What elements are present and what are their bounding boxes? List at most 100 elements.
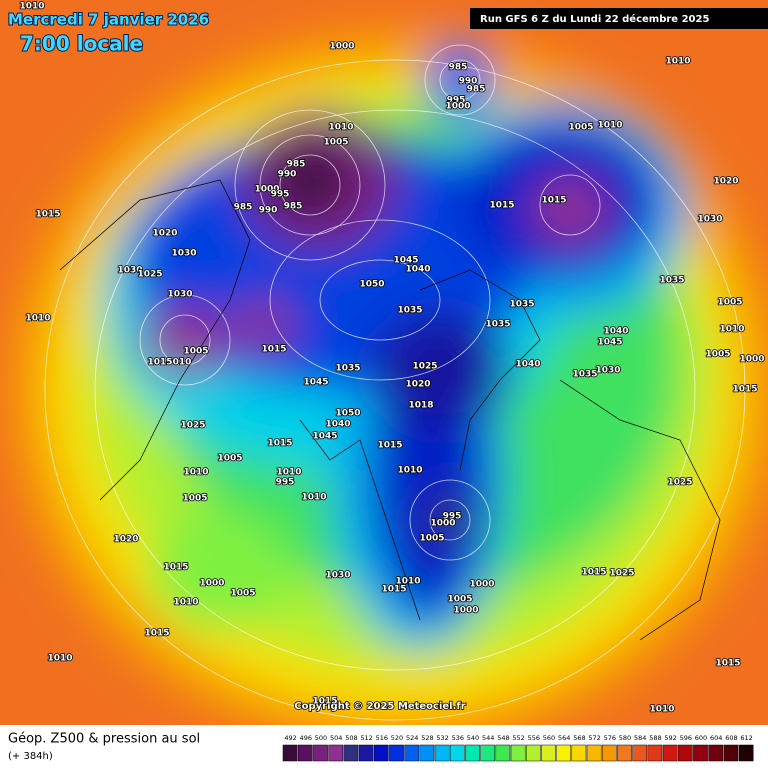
scale-swatch — [617, 744, 632, 762]
isobar-label: 1005 — [323, 138, 348, 148]
isobar-label: 985 — [467, 85, 486, 95]
scale-swatch — [343, 744, 359, 762]
isobar-label: 1030 — [171, 249, 196, 259]
scale-label: 588 — [649, 734, 661, 742]
isobar-label: 1000 — [254, 185, 279, 195]
isobar-label: 1050 — [359, 280, 384, 290]
scale-label: 500 — [315, 734, 327, 742]
scale-swatch — [647, 744, 663, 762]
scale-label: 564 — [558, 734, 570, 742]
isobar-label: 1025 — [609, 569, 634, 579]
scale-swatch — [419, 744, 435, 762]
scale-swatch — [449, 744, 465, 762]
isobar-label: 1005 — [230, 589, 255, 599]
scale-label: 568 — [573, 734, 585, 742]
isobar-label: 1000 — [445, 102, 470, 112]
isobar-label: 1015 — [312, 697, 337, 707]
isobar-label: 1015 — [541, 196, 566, 206]
isobar-label: 1010 — [47, 654, 72, 664]
isobar-label: 1035 — [509, 300, 534, 310]
isobar-label: 1000 — [199, 579, 224, 589]
isobar-label: 1030 — [697, 215, 722, 225]
copyright: Copyright © 2025 Meteociel.fr — [294, 701, 465, 712]
scale-label: 496 — [300, 734, 312, 742]
forecast-time: 7:00 locale — [20, 32, 143, 56]
scale-label: 556 — [528, 734, 540, 742]
scale-label: 536 — [452, 734, 464, 742]
scale-swatch — [693, 744, 708, 762]
isobar-label: 1005 — [183, 347, 208, 357]
isobar-label: 1025 — [667, 478, 692, 488]
isobar-label: 1005 — [705, 350, 730, 360]
isobar-label: 1005 — [217, 454, 242, 464]
scale-swatch — [328, 744, 344, 762]
isobar-label: 1015 — [267, 439, 292, 449]
isobar-label: 1005 — [717, 298, 742, 308]
isobar-label: 1010 — [665, 57, 690, 67]
scale-label: 584 — [634, 734, 646, 742]
scale-label: 504 — [330, 734, 342, 742]
isobar-label: 1030 — [167, 290, 192, 300]
isobar-label: 1035 — [335, 364, 360, 374]
isobar-label: 1020 — [152, 229, 177, 239]
isobar-label: 010 — [173, 358, 192, 368]
scale-label: 560 — [543, 734, 555, 742]
scale-swatch — [586, 744, 602, 762]
scale-label: 528 — [421, 734, 433, 742]
isobars — [44, 44, 746, 721]
isobar-label: 1000 — [739, 355, 764, 365]
isobar-label: 1020 — [713, 177, 738, 187]
isobar-label: 985 — [234, 203, 253, 213]
isobar-label: 1015 — [147, 358, 172, 368]
isobar-label: 1040 — [603, 327, 628, 337]
isobar-label: 1000 — [453, 606, 478, 616]
run-info: Run GFS 6 Z du Lundi 22 décembre 2025 — [480, 13, 709, 25]
scale-label: 592 — [664, 734, 676, 742]
scale-label: 512 — [360, 734, 372, 742]
isobar-label: 1018 — [408, 401, 433, 411]
scale-label: 604 — [710, 734, 722, 742]
scale-label: 516 — [376, 734, 388, 742]
isobar-label: 990 — [278, 170, 297, 180]
isobar-label: 985 — [449, 63, 468, 73]
isobar-label: 1030 — [325, 571, 350, 581]
scale-swatch — [389, 744, 404, 762]
scale-swatch — [495, 744, 511, 762]
isobar-label: 1015 — [489, 201, 514, 211]
isobar-label: 1025 — [412, 362, 437, 372]
scale-label: 572 — [588, 734, 600, 742]
isobar-label: 1010 — [397, 466, 422, 476]
scale-swatch — [662, 744, 678, 762]
isobar-label: 1045 — [312, 432, 337, 442]
scale-swatch — [541, 744, 556, 762]
scale-swatch — [723, 744, 739, 762]
scale-swatch — [373, 744, 389, 762]
isobar-label: 1015 — [35, 210, 60, 220]
scale-swatch — [708, 744, 724, 762]
isobar-label: 1015 — [715, 659, 740, 669]
isobar-label: 1020 — [113, 535, 138, 545]
scale-swatch — [556, 744, 572, 762]
isobar-label: 1010 — [649, 705, 674, 715]
isobar-label: 1040 — [325, 420, 350, 430]
isobar-label: 995 — [271, 190, 290, 200]
scale-swatch — [632, 744, 648, 762]
isobar-label: 1010 — [719, 325, 744, 335]
isobar-label: 1010 — [328, 123, 353, 133]
isobar-label: 1035 — [572, 370, 597, 380]
isobar-label: 1005 — [182, 494, 207, 504]
isobar-label: 1010 — [301, 493, 326, 503]
isobar-label: 1005 — [447, 595, 472, 605]
scale-swatch — [480, 744, 496, 762]
isobar-label: 1045 — [303, 378, 328, 388]
isobar-label: 1045 — [393, 256, 418, 266]
isobar-label: 1015 — [581, 568, 606, 578]
scale-swatch — [601, 744, 617, 762]
isobar-label: 1000 — [329, 42, 354, 52]
scale-swatch — [465, 744, 480, 762]
isobar-label: 990 — [259, 206, 278, 216]
isobar-label: 995 — [443, 512, 462, 522]
scale-label: 580 — [619, 734, 631, 742]
